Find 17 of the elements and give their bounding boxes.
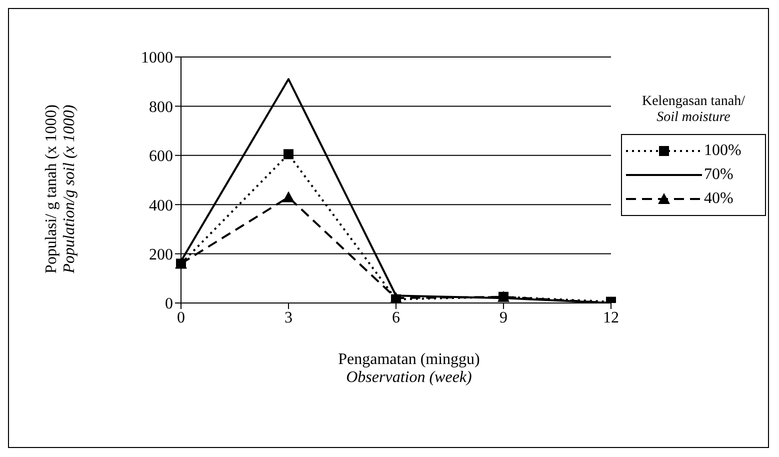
legend-label: 40%: [704, 190, 734, 208]
y-tick-label: 600: [149, 148, 173, 166]
y-tick-label: 400: [149, 197, 173, 214]
x-tick-label: 9: [500, 309, 508, 326]
x-tick-label: 6: [392, 309, 400, 326]
x-axis-title: Pengamatan (minggu) Observation (week): [337, 351, 481, 387]
y-tick-label: 800: [149, 98, 173, 116]
x-tick-label: 0: [177, 309, 185, 326]
y-axis-title: Populasi/ g tanah (x 1000) Population/g soil (x 1000): [43, 104, 79, 274]
legend-label: 70%: [704, 166, 734, 184]
y-tick-label: 0: [165, 296, 173, 313]
legend-label: 100%: [704, 142, 742, 160]
y-tick-label: 1000: [141, 50, 173, 67]
x-tick-label: 12: [603, 309, 619, 326]
legend-title: Kelengasan tanah/ Soil moisture: [640, 94, 746, 126]
x-tick-label: 3: [284, 309, 292, 326]
y-tick-label: 200: [149, 246, 173, 264]
